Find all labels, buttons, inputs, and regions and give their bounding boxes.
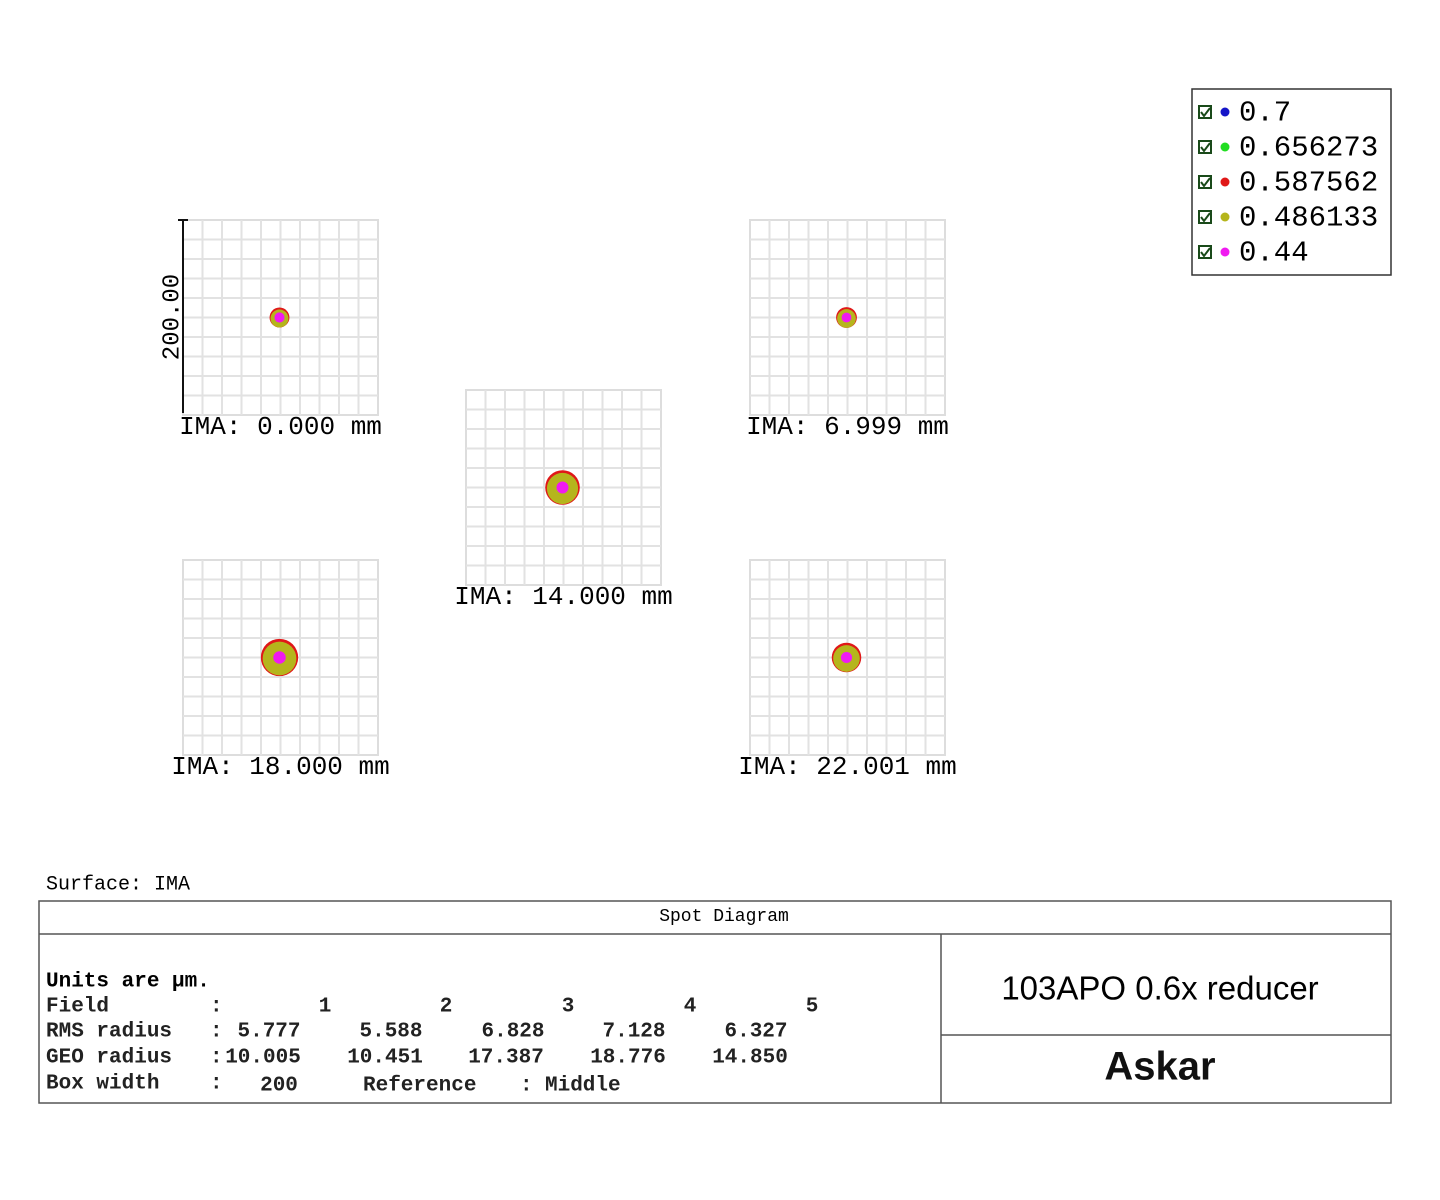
separator: : xyxy=(210,1021,223,1044)
spot-rms xyxy=(274,312,285,323)
cell-value: 18.776 xyxy=(590,1047,666,1070)
units-note: Units are µm. xyxy=(46,971,210,994)
row-label: Reference xyxy=(363,1075,476,1098)
separator: : xyxy=(520,1075,533,1098)
cell-value: 5.777 xyxy=(237,1021,300,1044)
cell-value: 14.850 xyxy=(712,1047,788,1070)
surface-label: Surface: IMA xyxy=(46,873,190,896)
cell-value: 17.387 xyxy=(468,1047,544,1070)
legend-check xyxy=(1200,177,1211,188)
cell-value: 5.588 xyxy=(359,1021,422,1044)
product-name: 103APO 0.6x reducer xyxy=(1001,970,1318,1007)
row-label: Box width xyxy=(46,1073,159,1096)
row-label: RMS radius xyxy=(46,1021,172,1044)
cell-value: 4 xyxy=(684,996,697,1019)
table-frame xyxy=(38,900,1392,1104)
legend-label: 0.587562 xyxy=(1239,167,1378,200)
legend-label: 0.44 xyxy=(1239,237,1309,270)
cell-value: 6.828 xyxy=(481,1021,544,1044)
cell-value: 5 xyxy=(806,996,819,1019)
cell-value: 200 xyxy=(260,1075,298,1098)
cell-value: 1 xyxy=(319,996,332,1019)
legend-dot xyxy=(1220,142,1230,152)
cell-value: 7.128 xyxy=(602,1021,665,1044)
legend-dot xyxy=(1220,107,1230,117)
row-label: GEO radius xyxy=(46,1047,172,1070)
separator: : xyxy=(210,1047,223,1070)
field-label: IMA: 18.000 mm xyxy=(171,752,389,782)
cell-value: Middle xyxy=(545,1075,621,1098)
spot-rms xyxy=(556,481,569,494)
legend-dot xyxy=(1220,247,1230,257)
legend-check xyxy=(1200,247,1211,258)
table-title: Spot Diagram xyxy=(659,907,789,927)
cell-value: 10.451 xyxy=(347,1047,423,1070)
legend-check xyxy=(1200,107,1211,118)
spot-rms xyxy=(840,651,853,664)
legend-label: 0.656273 xyxy=(1239,132,1378,165)
separator: : xyxy=(210,996,223,1019)
scale-label: 200.00 xyxy=(159,274,186,360)
legend-dot xyxy=(1220,212,1230,222)
legend-check xyxy=(1200,142,1211,153)
field-label: IMA: 22.001 mm xyxy=(738,752,956,782)
cell-value: 10.005 xyxy=(225,1047,301,1070)
legend-dot xyxy=(1220,177,1230,187)
field-label: IMA: 6.999 mm xyxy=(746,412,949,442)
cell-value: 6.327 xyxy=(724,1021,787,1044)
spot-rms xyxy=(841,312,852,323)
spot-rms xyxy=(273,651,286,664)
row-label: Field xyxy=(46,996,109,1019)
legend-check xyxy=(1200,212,1211,223)
separator: : xyxy=(210,1073,223,1096)
field-label: IMA: 14.000 mm xyxy=(454,582,672,612)
brand-name: Askar xyxy=(1104,1045,1215,1089)
field-label: IMA: 0.000 mm xyxy=(179,412,382,442)
legend-label: 0.486133 xyxy=(1239,202,1378,235)
cell-value: 2 xyxy=(440,996,453,1019)
legend-label: 0.7 xyxy=(1239,97,1291,130)
cell-value: 3 xyxy=(562,996,575,1019)
